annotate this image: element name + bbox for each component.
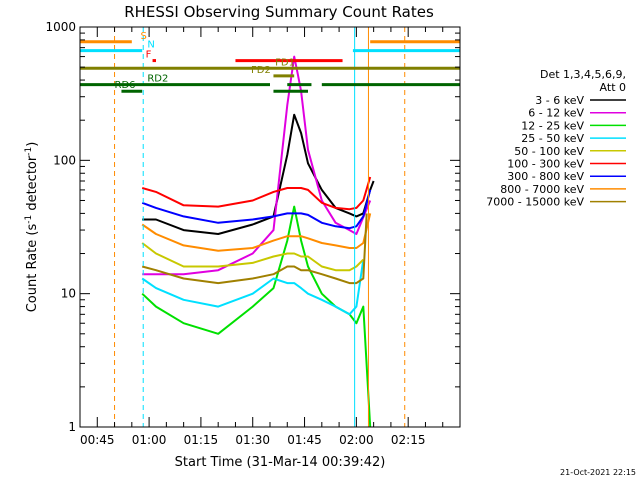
flag-label-6: RD6: [115, 80, 136, 91]
y-axis-label: Count Rate (s-1 detector-1): [24, 142, 40, 313]
legend-label-6: 300 - 800 keV: [507, 170, 584, 183]
axis-layer: 1 10 100 1000 00:45 01:00 01:15 01:30 01:45 02:00…: [45, 20, 460, 447]
flag-label-1: N: [147, 40, 154, 51]
legend-label-4: 50 - 100 keV: [514, 145, 584, 158]
series-line-4: [141, 242, 365, 272]
x-tick-label-1: 01:00: [132, 433, 167, 447]
flag-label-4: FD2: [251, 65, 271, 76]
x-tick-label-0: 00:45: [80, 433, 115, 447]
series-line-8: [141, 213, 368, 285]
legend-label-2: 12 - 25 keV: [521, 119, 584, 132]
x-tick-label-3: 01:30: [235, 433, 270, 447]
x-tick-label-6: 02:15: [391, 433, 426, 447]
legend-label-8: 7000 - 15000 keV: [486, 196, 584, 209]
series-line-2: [141, 205, 372, 428]
chart-title: RHESSI Observing Summary Count Rates: [124, 3, 434, 21]
x-axis-label: Start Time (31-Mar-14 00:39:42): [175, 455, 386, 470]
plot-timestamp: 21-Oct-2021 22:15: [560, 468, 636, 477]
y-tick-label-2: 100: [53, 153, 76, 167]
series-line-6: [141, 189, 372, 230]
vertical-marker-layer: [114, 27, 406, 427]
flag-label-2: F: [146, 50, 152, 61]
legend-label-1: 6 - 12 keV: [528, 107, 584, 120]
legend-label-7: 800 - 7000 keV: [500, 183, 584, 196]
legend-header-2: Att 0: [600, 81, 626, 94]
legend-label-3: 25 - 50 keV: [521, 132, 584, 145]
legend-label-0: 3 - 6 keV: [535, 94, 584, 107]
x-tick-label-5: 02:00: [339, 433, 374, 447]
legend-header-1: Det 1,3,4,5,6,9,: [540, 68, 626, 81]
series-line-5: [141, 176, 372, 211]
series-line-3: [141, 259, 365, 316]
flag-bar-layer: SNF FD1 FD2 RD2 RD6: [80, 31, 460, 93]
flag-label-5: RD2: [147, 74, 168, 85]
series-layer: [141, 55, 375, 428]
flag-label-0: S: [140, 31, 146, 42]
y-tick-label-3: 1000: [45, 20, 76, 34]
legend-label-5: 100 - 300 keV: [507, 158, 584, 171]
series-line-0: [142, 113, 375, 235]
x-tick-label-2: 01:15: [184, 433, 219, 447]
y-tick-label-0: 1: [68, 420, 76, 434]
y-tick-label-1: 10: [61, 287, 76, 301]
x-tick-label-4: 01:45: [287, 433, 322, 447]
flag-label-3: FD1: [275, 57, 295, 68]
series-line-7: [141, 213, 372, 252]
